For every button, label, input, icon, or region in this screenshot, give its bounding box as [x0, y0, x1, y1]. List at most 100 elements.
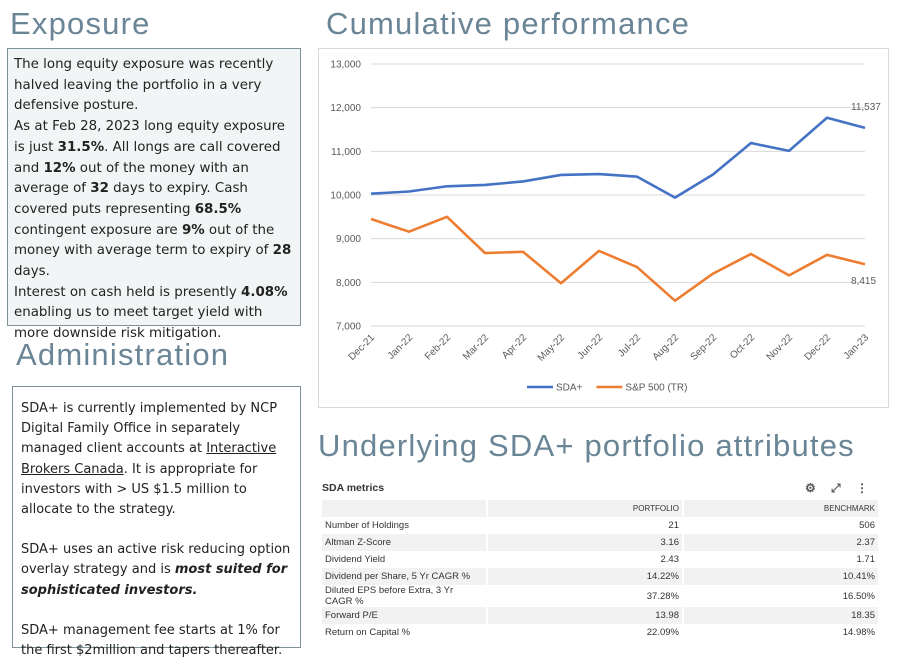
cell: 506 — [859, 520, 875, 531]
cell: 16.50% — [842, 590, 875, 602]
row: Return on Capital % 22.09% 14.98% — [322, 624, 878, 641]
administration-box: SDA+ is currently implemented by NCP Dig… — [12, 386, 301, 658]
cell: 10.41% — [684, 568, 878, 585]
emphasis: most suited for sophisticated investors. — [21, 562, 288, 598]
paragraph: SDA+ is currently implemented by NCP Dig… — [21, 399, 292, 520]
cell: 14.98% — [842, 627, 875, 638]
figure: 4.08% — [241, 284, 288, 300]
text: SDA metrics — [322, 482, 385, 494]
cell: 1.71 — [856, 554, 876, 565]
text: SDA+ is currently implemented by NCP Dig… — [21, 401, 278, 457]
chart-box: 7,000 8,000 9,000 10,000 11,000 12,000 13,000 D… — [318, 48, 889, 408]
row: Altman Z-Score 3.16 2.37 — [322, 534, 878, 551]
chart-title: Cumulative performance — [326, 6, 691, 41]
text: As at Feb 28, 2023 long equity exposure … — [14, 119, 286, 155]
table-title: SDA metrics ⚙ ⤢ ⋮ — [320, 478, 880, 500]
x-tick-label: Mar-22 — [461, 332, 491, 362]
x-tick-label: Jun-22 — [576, 332, 606, 362]
cell: 2.37 — [684, 534, 878, 551]
figure: 9% — [181, 222, 205, 238]
y-tick-label: 11,000 — [331, 147, 361, 158]
y-tick-label: 9,000 — [336, 234, 361, 245]
text: out of the money with average term to ex… — [14, 222, 275, 259]
y-tick-label: 8,000 — [336, 278, 361, 289]
row: Diluted EPS before Extra, 3 Yr CAGR % 37.… — [322, 585, 878, 607]
text: . It is appropriate for investors with >… — [21, 461, 258, 518]
cell: Number of Holdings — [325, 520, 409, 531]
header-cell: PORTFOLIO — [488, 500, 682, 517]
row: Dividend Yield 2.43 1.71 — [322, 551, 878, 568]
cell: 13.98 — [488, 607, 682, 624]
administration-title: Administration — [16, 337, 230, 372]
header-cell: BENCHMARK — [684, 500, 878, 517]
y-tick-label: 13,000 — [330, 60, 361, 71]
metrics-table: SDA metrics ⚙ ⤢ ⋮ PORTFOLIO BENCHMARK Numbe… — [320, 478, 880, 641]
x-tick-label: Feb-22 — [423, 332, 453, 362]
figure: 32 — [90, 181, 109, 197]
figure: 28 — [272, 243, 292, 259]
cell: 3.16 — [488, 534, 682, 551]
text: days to expiry. Cash covered puts repres… — [14, 181, 248, 217]
chart: 7,000 8,000 9,000 10,000 11,000 12,000 13,000 D… — [330, 60, 881, 394]
x-tick-label: Oct-22 — [728, 332, 757, 361]
text: SDA+ uses an active risk reducing option… — [21, 542, 291, 578]
x-tick-label: Aug-22 — [651, 332, 682, 363]
paragraph: As at Feb 28, 2023 long equity exposure … — [14, 117, 294, 283]
attributes-title: Underlying SDA+ portfolio attributes — [318, 428, 855, 463]
row: Forward P/E 13.98 18.35 — [322, 607, 878, 624]
link[interactable]: Interactive Brokers Canada — [21, 441, 277, 477]
text: enabling us to meet target yield with mo… — [14, 305, 263, 342]
text: contingent exposure are — [14, 222, 182, 238]
figure: 12% — [43, 160, 76, 176]
x-tick-label: Jan-23 — [842, 332, 872, 362]
x-tick-label: Jan-22 — [386, 332, 416, 362]
legend-label: S&P 500 (TR) — [625, 383, 687, 394]
y-tick-label: 7,000 — [336, 322, 361, 333]
cell: 22.09% — [646, 627, 679, 638]
series-line — [370, 215, 866, 302]
x-tick-label: Dec-22 — [803, 332, 834, 363]
cell — [322, 500, 486, 517]
paragraph: The long equity exposure was recently ha… — [14, 57, 274, 114]
text: Interest on cash held is presently — [14, 284, 242, 300]
paragraph: Interest on cash held is presently 4.08%… — [14, 283, 294, 345]
figure: 31.5% — [57, 139, 105, 155]
cell: 18.35 — [684, 607, 878, 624]
y-tick-label: 10,000 — [330, 191, 361, 202]
table-icons[interactable]: ⚙ ⤢ ⋮ — [804, 481, 874, 495]
cell: Forward P/E — [322, 607, 486, 624]
cell: 21 — [668, 520, 679, 531]
x-tick-label: May-22 — [536, 332, 568, 364]
x-tick-label: Jul-22 — [616, 332, 643, 359]
data-label: 11,537 — [851, 102, 881, 113]
text: days. — [14, 264, 50, 280]
header-row: PORTFOLIO BENCHMARK — [322, 500, 878, 517]
table: PORTFOLIO BENCHMARK Number of Holdings 21 50… — [320, 500, 880, 641]
paragraph: SDA+ uses an active risk reducing option… — [21, 540, 292, 601]
cell: 37.28% — [646, 590, 679, 602]
cell: 14.22% — [488, 568, 682, 585]
data-label: 8,415 — [851, 276, 876, 287]
x-tick-label: Nov-22 — [765, 332, 796, 363]
paragraph: SDA+ management fee starts at 1% for the… — [21, 622, 283, 659]
text: . All longs are call covered and — [14, 139, 281, 176]
cell: Return on Capital % — [325, 627, 411, 638]
figure: 68.5% — [194, 201, 242, 217]
series-line — [370, 116, 866, 199]
cell: 2.43 — [660, 554, 680, 565]
exposure-title: Exposure — [10, 6, 151, 41]
x-tick-label: Sep-22 — [689, 332, 720, 363]
cell: Diluted EPS before Extra, 3 Yr CAGR % — [325, 585, 454, 607]
row: Number of Holdings 21 506 — [322, 517, 878, 534]
cell: Dividend Yield — [325, 554, 386, 565]
row: Dividend per Share, 5 Yr CAGR % 14.22% 10.… — [322, 568, 878, 585]
x-tick-label: Dec-21 — [347, 332, 378, 363]
x-tick-label: Apr-22 — [500, 332, 529, 361]
legend-label: SDA+ — [556, 383, 583, 394]
cell: Altman Z-Score — [322, 534, 486, 551]
y-tick-label: 12,000 — [330, 103, 361, 114]
cell: Dividend per Share, 5 Yr CAGR % — [322, 568, 486, 585]
text: out of the money with an average of — [14, 160, 249, 197]
exposure-box: The long equity exposure was recently ha… — [7, 48, 301, 341]
